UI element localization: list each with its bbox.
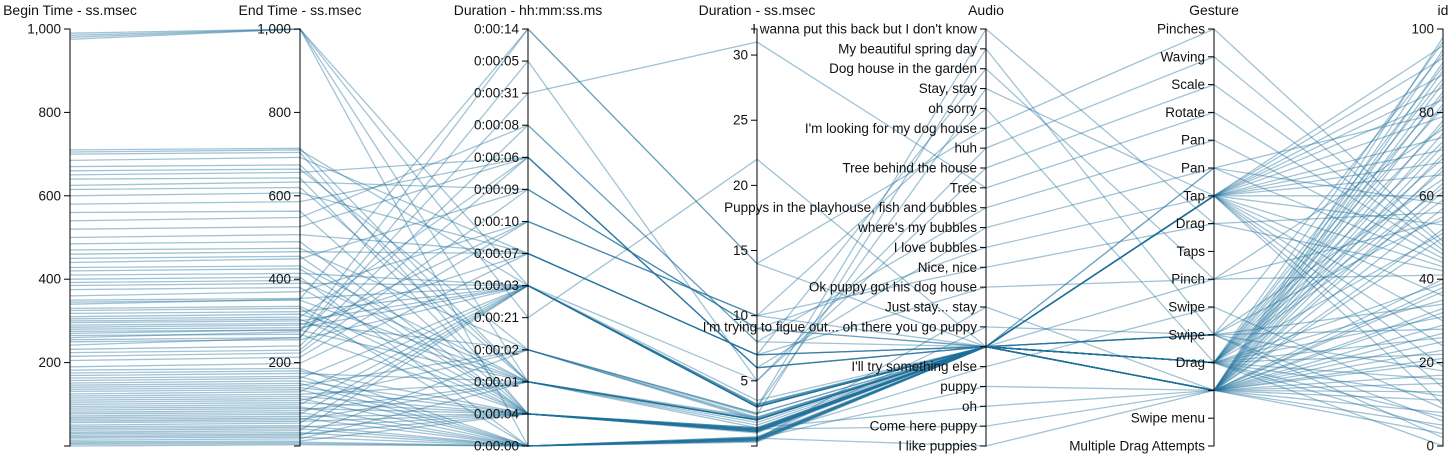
tick-label-gesture-4: Swipe bbox=[1168, 327, 1205, 342]
tick-label-gesture-7: Taps bbox=[1176, 244, 1205, 259]
tick-label-gesture-6: Pinch bbox=[1171, 272, 1205, 287]
tick-label-audio-17: oh sorry bbox=[928, 101, 977, 116]
axis-line-audio bbox=[980, 28, 987, 447]
tick-label-dur_hms-12: 0:00:05 bbox=[474, 54, 519, 69]
tick-label-gesture-5: Swipe bbox=[1168, 300, 1205, 315]
tick-label-audio-13: Tree bbox=[950, 180, 977, 195]
tick-label-audio-4: I'll try something else bbox=[851, 359, 977, 374]
tick-label-audio-15: huh bbox=[954, 141, 977, 156]
tick-label-end-2: 600 bbox=[268, 188, 291, 203]
tick-label-dur-4: 25 bbox=[733, 113, 748, 128]
tick-label-end-3: 800 bbox=[268, 105, 291, 120]
axis-title-end: End Time - ss.msec bbox=[239, 2, 362, 18]
tick-label-audio-1: Come here puppy bbox=[870, 419, 978, 434]
tick-label-audio-9: Nice, nice bbox=[918, 260, 977, 275]
axis-line-begin bbox=[64, 28, 71, 447]
axis-line-dur bbox=[751, 28, 758, 447]
tick-label-id-0: 0 bbox=[1426, 439, 1434, 454]
tick-label-audio-16: I'm looking for my dog house bbox=[805, 121, 977, 136]
tick-label-dur_hms-8: 0:00:09 bbox=[474, 182, 519, 197]
tick-label-dur-2: 15 bbox=[733, 243, 748, 258]
tick-label-gesture-0: Multiple Drag Attempts bbox=[1069, 439, 1205, 454]
tick-label-dur_hms-13: 0:00:14 bbox=[474, 22, 520, 37]
tick-label-dur-3: 20 bbox=[733, 178, 748, 193]
tick-label-id-4: 80 bbox=[1419, 105, 1434, 120]
tick-label-audio-12: Puppys in the playhouse, fish and bubble… bbox=[724, 200, 977, 215]
axis-dur_hms: Duration - hh:mm:ss.ms 0:00:00 0:00:04 0:00… bbox=[454, 2, 603, 454]
tick-label-end-4: 1,000 bbox=[257, 22, 291, 37]
tick-label-gesture-14: Waving bbox=[1160, 49, 1205, 64]
tick-label-dur-1: 10 bbox=[733, 308, 748, 323]
tick-label-begin-4: 1,000 bbox=[27, 22, 61, 37]
tick-label-audio-7: Just stay... stay bbox=[885, 300, 977, 315]
tick-label-gesture-11: Pan bbox=[1181, 133, 1205, 148]
axis-end: End Time - ss.msec 200 400 600 800 1,000 bbox=[239, 2, 362, 447]
tick-label-id-1: 20 bbox=[1419, 355, 1434, 370]
tick-label-audio-10: I love bubbles bbox=[894, 240, 978, 255]
tick-label-audio-20: My beautiful spring day bbox=[838, 41, 977, 56]
tick-label-id-5: 100 bbox=[1411, 22, 1434, 37]
tick-label-begin-0: 200 bbox=[38, 355, 61, 370]
tick-label-dur_hms-0: 0:00:00 bbox=[474, 439, 519, 454]
tick-label-audio-14: Tree behind the house bbox=[842, 161, 977, 176]
axis-audio: Audio I like puppies Come here puppy oh pupp… bbox=[703, 2, 1004, 454]
tick-label-gesture-9: Tap bbox=[1183, 188, 1205, 203]
axis-title-begin: Begin Time - ss.msec bbox=[3, 2, 137, 18]
tick-label-audio-6: I'm trying to figue out... oh there you … bbox=[703, 319, 977, 334]
tick-label-dur_hms-6: 0:00:07 bbox=[474, 246, 519, 261]
tick-label-dur_hms-11: 0:00:31 bbox=[474, 86, 519, 101]
tick-label-audio-18: Stay, stay bbox=[919, 81, 978, 96]
tick-label-dur_hms-5: 0:00:03 bbox=[474, 278, 519, 293]
axis-begin: Begin Time - ss.msec 200 400 600 800 1,000 bbox=[3, 2, 137, 447]
tick-label-audio-2: oh bbox=[962, 399, 977, 414]
tick-label-id-2: 40 bbox=[1419, 272, 1434, 287]
axis-title-dur_hms: Duration - hh:mm:ss.ms bbox=[454, 2, 603, 18]
tick-label-audio-19: Dog house in the garden bbox=[829, 61, 977, 76]
tick-label-dur_hms-10: 0:00:08 bbox=[474, 118, 519, 133]
tick-label-dur_hms-9: 0:00:06 bbox=[474, 150, 519, 165]
tick-label-end-0: 200 bbox=[268, 355, 291, 370]
axis-title-audio: Audio bbox=[968, 2, 1004, 18]
tick-label-gesture-13: Scale bbox=[1171, 77, 1205, 92]
tick-label-audio-0: I like puppies bbox=[898, 439, 977, 454]
tick-label-id-3: 60 bbox=[1419, 188, 1434, 203]
tick-label-begin-3: 800 bbox=[38, 105, 61, 120]
tick-label-audio-8: Ok puppy got his dog house bbox=[809, 280, 977, 295]
tick-label-audio-21: I wanna put this back but I don't know bbox=[752, 22, 977, 37]
axis-title-id: id bbox=[1438, 2, 1449, 18]
tick-label-begin-1: 400 bbox=[38, 272, 61, 287]
tick-label-begin-2: 600 bbox=[38, 188, 61, 203]
tick-label-gesture-12: Rotate bbox=[1165, 105, 1205, 120]
tick-label-dur-0: 5 bbox=[740, 373, 748, 388]
axis-title-gesture: Gesture bbox=[1189, 2, 1239, 18]
tick-label-gesture-1: Swipe menu bbox=[1131, 411, 1205, 426]
tick-label-dur_hms-3: 0:00:02 bbox=[474, 342, 519, 357]
axis-line-gesture bbox=[1208, 28, 1215, 447]
tick-label-gesture-3: Drag bbox=[1176, 355, 1205, 370]
tick-label-end-1: 400 bbox=[268, 272, 291, 287]
tick-label-gesture-8: Drag bbox=[1176, 216, 1205, 231]
tick-label-gesture-15: Pinches bbox=[1157, 22, 1205, 37]
axis-title-dur: Duration - ss.msec bbox=[699, 2, 816, 18]
tick-label-audio-3: puppy bbox=[940, 379, 977, 394]
tick-label-dur_hms-2: 0:00:01 bbox=[474, 374, 519, 389]
axis-id: id 0 20 40 60 80 100 bbox=[1411, 2, 1448, 454]
tick-label-dur_hms-1: 0:00:04 bbox=[474, 406, 520, 421]
tick-label-dur_hms-7: 0:00:10 bbox=[474, 214, 519, 229]
tick-label-audio-11: where's my bubbles bbox=[857, 220, 977, 235]
tick-label-dur-5: 30 bbox=[733, 48, 748, 63]
tick-label-gesture-10: Pan bbox=[1181, 161, 1205, 176]
tick-label-dur_hms-4: 0:00:21 bbox=[474, 310, 519, 325]
axis-dur: Duration - ss.msec 5 10 15 20 25 30 bbox=[699, 2, 816, 447]
axis-gesture: Gesture Multiple Drag Attempts Swipe menu D… bbox=[1069, 2, 1239, 454]
